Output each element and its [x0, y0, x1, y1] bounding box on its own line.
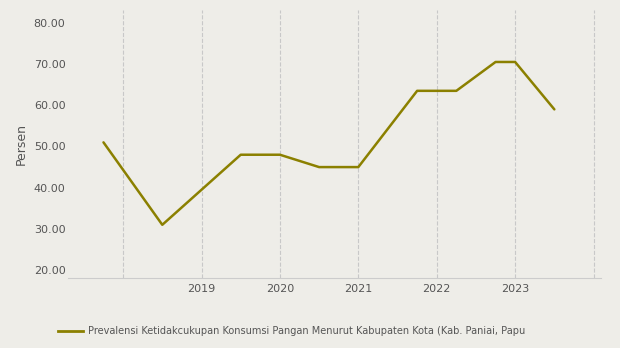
Y-axis label: Persen: Persen — [15, 124, 28, 165]
Legend: Prevalensi Ketidakcukupan Konsumsi Pangan Menurut Kabupaten Kota (Kab. Paniai, P: Prevalensi Ketidakcukupan Konsumsi Panga… — [55, 322, 529, 340]
